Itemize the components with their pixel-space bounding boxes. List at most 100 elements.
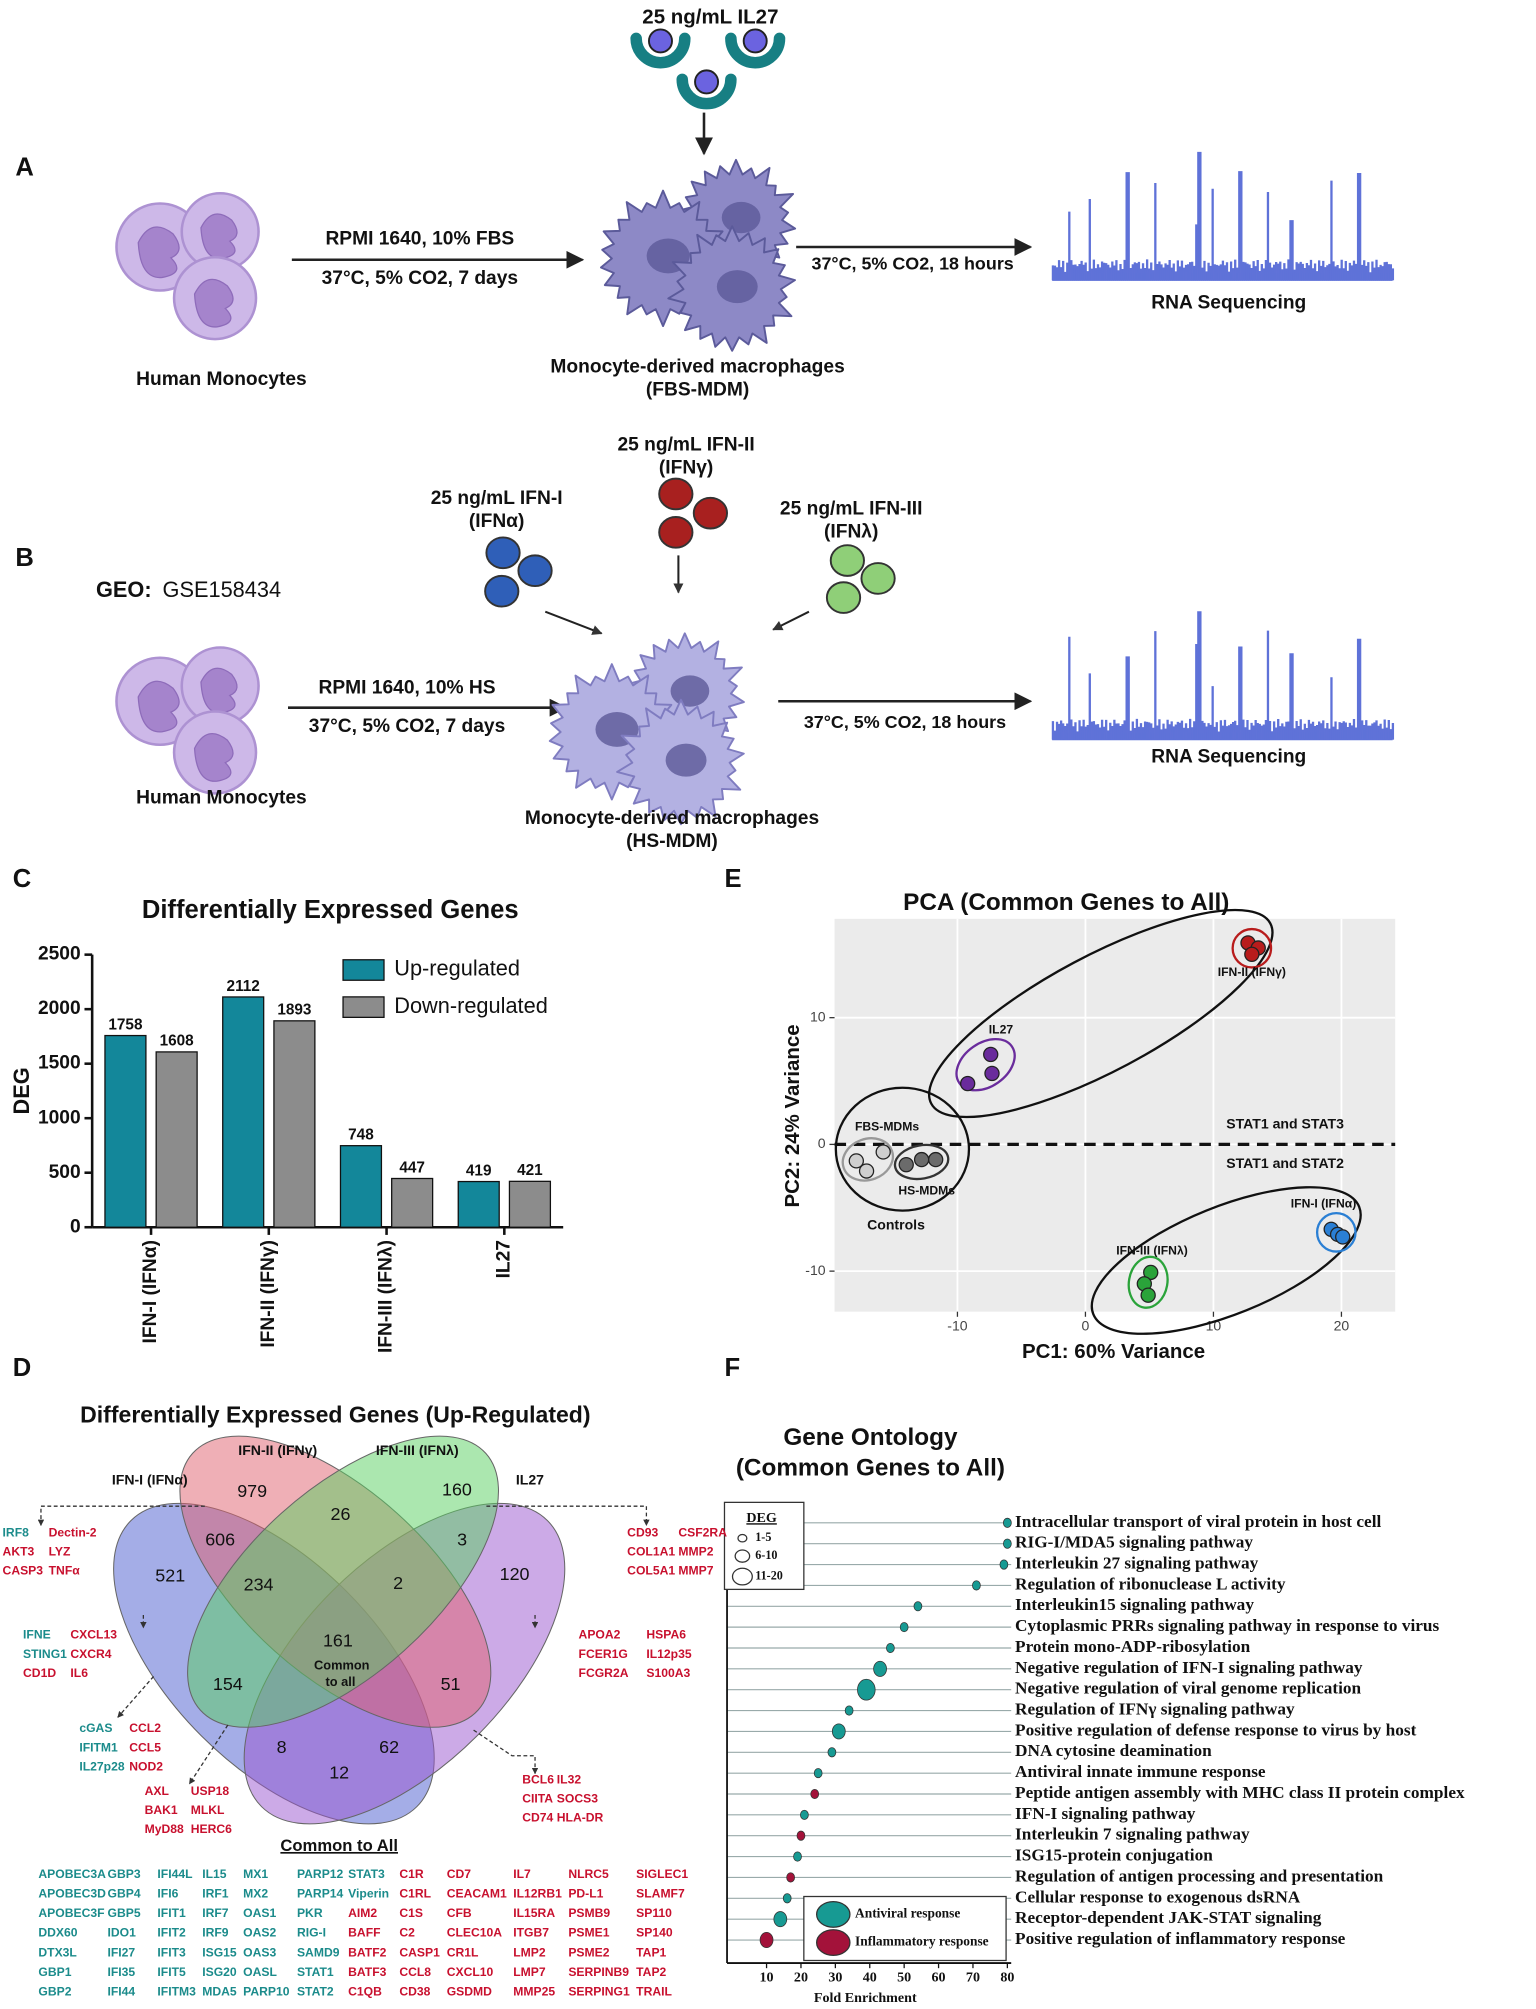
- label: D: [13, 1354, 31, 1382]
- x-tick-label: 20: [1334, 1318, 1350, 1334]
- cytokine: [829, 544, 865, 577]
- dot: [810, 1788, 820, 1800]
- nucleus: [137, 680, 180, 733]
- gene: C1S: [399, 1906, 423, 1920]
- receptor: [725, 32, 786, 69]
- il27: [648, 28, 673, 54]
- x-tick-label: -10: [947, 1318, 968, 1334]
- label: (IFNγ): [659, 457, 713, 478]
- gene: CFB: [447, 1906, 472, 1920]
- label: 25 ng/mL IFN-II: [617, 434, 754, 455]
- receptor: [676, 73, 737, 110]
- y-tick-label: 2000: [38, 998, 81, 1019]
- size-legend-label: 11-20: [755, 1568, 783, 1582]
- dot: [800, 1809, 809, 1820]
- label: Common to All: [280, 1836, 398, 1855]
- connector: [117, 1675, 155, 1718]
- annotation: Controls: [867, 1217, 925, 1233]
- term-label: Interleukin 7 signaling pathway: [1015, 1825, 1250, 1844]
- gene: CSF2RA: [678, 1525, 727, 1539]
- cluster-outline: [1315, 1211, 1357, 1253]
- term-label: Cytoplasmic PRRs signaling pathway in re…: [1015, 1616, 1440, 1635]
- term-label: Interleukin15 signaling pathway: [1015, 1595, 1254, 1614]
- gene: CEACAM1: [447, 1887, 507, 1901]
- dot: [827, 1747, 837, 1758]
- x-tick-label: IFN-II (IFNγ): [258, 1240, 279, 1348]
- x-tick-label: IFN-I (IFNα): [140, 1240, 161, 1343]
- gene: CD93: [627, 1525, 658, 1539]
- gene: SAMD9: [297, 1945, 340, 1959]
- label: to all: [326, 1674, 356, 1689]
- nucleus: [193, 733, 234, 782]
- gene: Dectin-2: [49, 1525, 97, 1539]
- gene: CD7: [447, 1867, 472, 1881]
- gene: USP18: [191, 1784, 230, 1798]
- gene: CIITA: [522, 1791, 553, 1805]
- gene: SOCS3: [557, 1791, 598, 1805]
- x-tick-label: 10: [760, 1970, 774, 1986]
- gene: STING1: [23, 1647, 67, 1661]
- gene: MX2: [243, 1887, 268, 1901]
- region-count: 979: [237, 1481, 267, 1501]
- legend-label: Up-regulated: [394, 956, 520, 981]
- gene: IL7: [513, 1867, 531, 1881]
- term-label: Positive regulation of defense response …: [1015, 1720, 1417, 1739]
- gene: CD38: [399, 1984, 430, 1998]
- gene: RIG-I: [297, 1926, 326, 1940]
- dot: [972, 1580, 981, 1591]
- bar: [104, 1034, 147, 1228]
- label: F: [724, 1354, 740, 1382]
- gene: CD1D: [23, 1666, 56, 1680]
- region-count: 3: [457, 1529, 467, 1549]
- x-tick-label: 20: [794, 1970, 808, 1986]
- term-label: Protein mono-ADP-ribosylation: [1015, 1637, 1251, 1656]
- y-tick-label: 0: [818, 1135, 826, 1151]
- value-label: 1893: [277, 1002, 311, 1019]
- dot: [844, 1705, 854, 1716]
- annotation: STAT1 and STAT3: [1226, 1116, 1344, 1132]
- point: [1244, 946, 1260, 962]
- cluster-outline: [1231, 927, 1273, 969]
- point: [1335, 1229, 1351, 1245]
- dot: [1003, 1517, 1012, 1528]
- dot: [759, 1932, 774, 1949]
- legend-label: Inflammatory response: [855, 1934, 989, 1949]
- term-label: Intracellular transport of viral protein…: [1015, 1512, 1381, 1531]
- connector: [188, 1724, 229, 1785]
- gene: HERC6: [191, 1822, 232, 1836]
- gene: CR1L: [447, 1945, 479, 1959]
- point: [848, 1153, 864, 1169]
- cytokine: [860, 562, 896, 595]
- legend-dot: [816, 1929, 851, 1957]
- dot: [913, 1601, 923, 1612]
- gene: C1RL: [399, 1887, 431, 1901]
- cytokine: [658, 516, 694, 549]
- rna-seq-trace: [1051, 611, 1395, 741]
- gene: APOBEC3D: [38, 1887, 106, 1901]
- region-count: 12: [329, 1762, 349, 1782]
- value-label: 447: [399, 1159, 425, 1176]
- value-label: 421: [517, 1162, 543, 1179]
- gene: STAT3: [348, 1867, 385, 1881]
- label: C: [13, 865, 31, 893]
- label: 37°C, 5% CO2, 18 hours: [812, 254, 1014, 274]
- region-count: 8: [277, 1737, 287, 1757]
- connector: [37, 1505, 205, 1527]
- gene: BAK1: [145, 1803, 178, 1817]
- x-tick-label: 50: [897, 1970, 911, 1986]
- dot: [857, 1678, 876, 1701]
- arrow: [772, 610, 810, 631]
- gene: PD-L1: [568, 1887, 603, 1901]
- label: PCA (Common Genes to All): [903, 889, 1229, 916]
- dot: [1003, 1538, 1012, 1549]
- dot: [773, 1911, 788, 1928]
- gene: BATF3: [348, 1965, 386, 1979]
- gene: CCL8: [399, 1965, 431, 1979]
- gene: HLA-DR: [557, 1811, 604, 1825]
- gene: IFITM1: [79, 1740, 118, 1754]
- gene: IFIT3: [157, 1945, 186, 1959]
- label: Human Monocytes: [136, 788, 307, 809]
- gene: IRF8: [3, 1525, 30, 1539]
- plot-background: [834, 918, 1396, 1312]
- gene: PSMB9: [568, 1906, 610, 1920]
